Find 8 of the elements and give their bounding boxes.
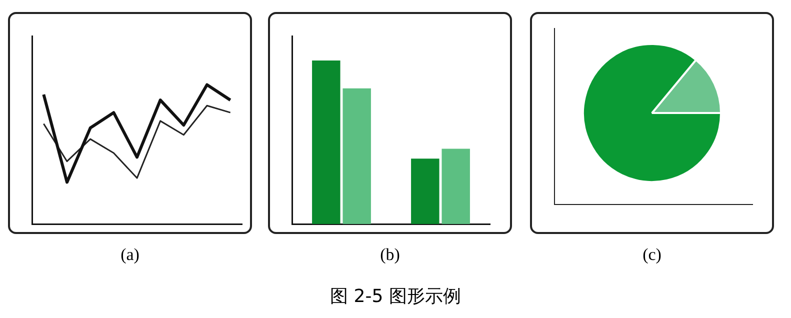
bar [312,60,340,224]
text: (b) [379,245,401,265]
bar [411,158,440,224]
text: 图 2-5 图形示例 [329,285,462,308]
text: (c) [642,245,662,265]
text: (a) [120,245,140,265]
bar [342,88,371,224]
bar [442,148,470,224]
